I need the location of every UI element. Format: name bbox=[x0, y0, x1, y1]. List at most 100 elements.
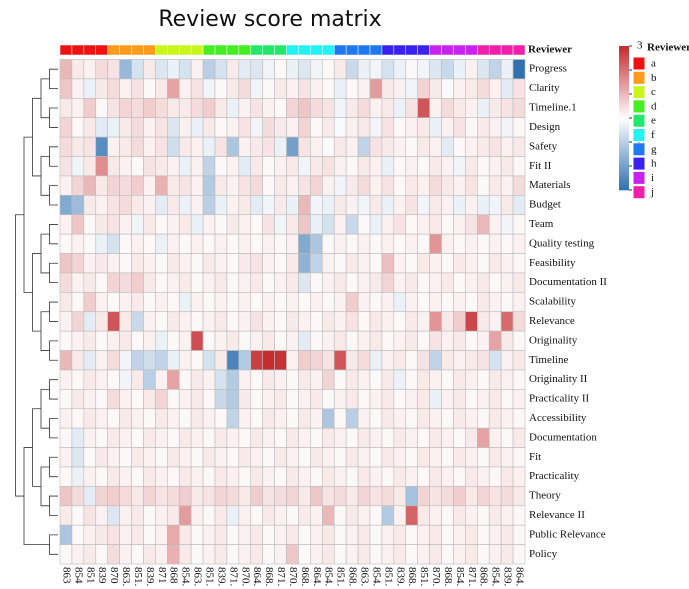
dendrogram-branch bbox=[40, 78, 50, 119]
heatmap-cell bbox=[214, 78, 228, 99]
heatmap-cell bbox=[453, 117, 466, 138]
heatmap-cell bbox=[333, 156, 347, 177]
heatmap-cell bbox=[95, 330, 108, 351]
heatmap-cell bbox=[465, 175, 478, 196]
column-label: 863. bbox=[192, 567, 204, 587]
column-label: 868. bbox=[478, 567, 490, 587]
dendrogram-branch bbox=[49, 456, 58, 478]
colorbar-step bbox=[619, 173, 629, 176]
heatmap-cell bbox=[107, 253, 120, 274]
heatmap-cell bbox=[262, 214, 275, 235]
heatmap-cell bbox=[453, 408, 466, 429]
heatmap-cell bbox=[357, 427, 371, 448]
heatmap-cell bbox=[369, 59, 383, 80]
heatmap-cell bbox=[488, 253, 502, 274]
heatmap-cell bbox=[250, 427, 263, 448]
heatmap-cell bbox=[405, 447, 418, 468]
heatmap-cell bbox=[512, 292, 526, 313]
heatmap-cell bbox=[226, 505, 240, 526]
heatmap-cell bbox=[143, 175, 156, 196]
heatmap-cell bbox=[298, 447, 311, 468]
column-annotation bbox=[441, 44, 454, 56]
heatmap-cell bbox=[274, 486, 287, 507]
heatmap-cell bbox=[226, 408, 240, 429]
heatmap-cell bbox=[333, 369, 347, 390]
heatmap-cell bbox=[429, 214, 442, 235]
heatmap-cell bbox=[441, 505, 454, 526]
heatmap-cell bbox=[119, 78, 132, 99]
heatmap-cell bbox=[274, 98, 287, 119]
heatmap-cell bbox=[178, 544, 192, 565]
heatmap-cell bbox=[274, 427, 287, 448]
heatmap-cell bbox=[441, 486, 454, 507]
heatmap-cell bbox=[465, 272, 478, 293]
column-annotation bbox=[95, 44, 108, 56]
heatmap-cell bbox=[477, 408, 490, 429]
column-annotation bbox=[512, 44, 526, 56]
colorbar-step bbox=[619, 72, 629, 76]
legend-swatch bbox=[632, 113, 646, 128]
heatmap-cell bbox=[477, 175, 490, 196]
heatmap-cell bbox=[310, 389, 323, 410]
heatmap-cell bbox=[131, 408, 144, 429]
column-annotation bbox=[119, 44, 132, 56]
heatmap-cell bbox=[512, 98, 526, 119]
heatmap-cell bbox=[274, 311, 287, 332]
heatmap-cell bbox=[417, 350, 430, 371]
heatmap-cell bbox=[453, 369, 466, 390]
heatmap-cell bbox=[465, 311, 478, 332]
heatmap-cell bbox=[71, 98, 85, 119]
heatmap-cell bbox=[262, 156, 275, 177]
heatmap-cell bbox=[155, 253, 168, 274]
heatmap-cell bbox=[226, 544, 240, 565]
heatmap-cell bbox=[155, 117, 168, 138]
heatmap-cell bbox=[250, 156, 263, 177]
heatmap-cell bbox=[143, 466, 156, 487]
colorbar-step bbox=[619, 48, 629, 52]
heatmap-cell bbox=[453, 292, 466, 313]
heatmap-cell bbox=[262, 389, 275, 410]
heatmap-cell bbox=[131, 311, 144, 332]
heatmap-cell bbox=[226, 156, 240, 177]
heatmap-cell bbox=[369, 330, 383, 351]
legend-label: c bbox=[651, 86, 656, 98]
heatmap-cell bbox=[298, 369, 311, 390]
heatmap-cell bbox=[500, 311, 514, 332]
heatmap-cell bbox=[214, 311, 228, 332]
heatmap-cell bbox=[83, 78, 97, 99]
heatmap-cell bbox=[322, 214, 335, 235]
heatmap-cell bbox=[71, 544, 85, 565]
heatmap-cell bbox=[298, 195, 311, 216]
heatmap-cell bbox=[477, 505, 490, 526]
dendrogram-branch bbox=[40, 233, 50, 274]
colorbar-step bbox=[619, 101, 629, 104]
heatmap-cell bbox=[381, 195, 395, 216]
heatmap-cell bbox=[107, 311, 120, 332]
heatmap-cell bbox=[298, 389, 311, 410]
heatmap-cell bbox=[393, 350, 407, 371]
heatmap-cell bbox=[119, 117, 132, 138]
colorbar-step bbox=[619, 180, 629, 184]
heatmap-cell bbox=[83, 233, 97, 254]
heatmap-cell bbox=[417, 98, 430, 119]
heatmap-cell bbox=[381, 136, 395, 157]
heatmap-cell bbox=[95, 544, 108, 565]
heatmap-cell bbox=[274, 369, 287, 390]
heatmap-cell bbox=[512, 272, 526, 293]
heatmap-cell bbox=[143, 214, 156, 235]
row-label: Originality bbox=[529, 334, 578, 346]
heatmap-cell bbox=[59, 78, 73, 99]
heatmap-cell bbox=[500, 156, 514, 177]
colorbar-step bbox=[619, 130, 629, 133]
heatmap-cell bbox=[453, 544, 466, 565]
dendrogram-branch bbox=[40, 156, 50, 196]
colorbar-step bbox=[619, 67, 629, 71]
heatmap-cell bbox=[178, 59, 192, 80]
heatmap-cell bbox=[310, 350, 323, 371]
heatmap-cell bbox=[405, 330, 418, 351]
row-label: Originality II bbox=[529, 373, 588, 385]
heatmap-cell bbox=[322, 292, 335, 313]
heatmap-cell bbox=[500, 350, 514, 371]
heatmap-cell bbox=[155, 389, 168, 410]
heatmap-cell bbox=[143, 486, 156, 507]
